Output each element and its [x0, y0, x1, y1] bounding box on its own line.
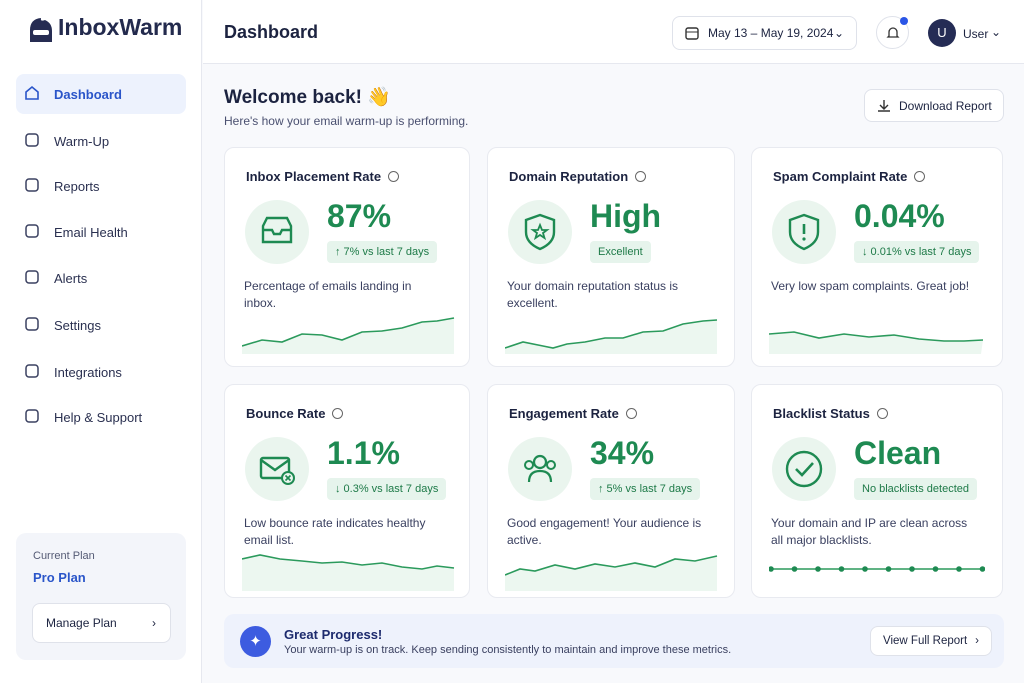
card-title-text: Domain Reputation: [509, 169, 629, 184]
metric-card: Blacklist Status Clean No blacklists detec…: [751, 384, 1003, 598]
sparkline: [504, 545, 721, 596]
card-icon: [245, 200, 309, 264]
card-value: 34%: [590, 435, 655, 471]
metric-card: Engagement Rate 34% ↑ 5% vs last 7 days Goo…: [487, 384, 735, 598]
nav-label: Help & Support: [54, 409, 143, 425]
card-badge: ↓ 0.3% vs last 7 days: [327, 478, 447, 500]
nav-label: Email Health: [54, 224, 128, 240]
card-value: 87%: [327, 198, 392, 234]
card-value: 0.04%: [854, 198, 945, 234]
nav-label: Dashboard: [54, 86, 122, 102]
card-title-text: Engagement Rate: [509, 406, 619, 421]
card-description: Percentage of emails landing in inbox.: [244, 279, 412, 310]
info-icon[interactable]: [876, 408, 888, 419]
card-icon: [772, 437, 836, 501]
page-title: Dashboard: [224, 22, 319, 42]
info-icon[interactable]: [332, 408, 344, 419]
metric-card: Domain Reputation High Excellent Your domai…: [487, 147, 735, 367]
card-icon: [508, 437, 572, 501]
nav-item[interactable]: Integrations: [16, 352, 186, 392]
user-name[interactable]: User: [963, 27, 989, 41]
header: Dashboard May 13 – May 19, 2024 ⌄ U User …: [203, 0, 1024, 64]
button-label: Download Report: [899, 98, 992, 113]
card-badge: ↑ 5% vs last 7 days: [590, 478, 701, 500]
info-icon[interactable]: [625, 408, 637, 419]
notifications-button[interactable]: [876, 16, 909, 49]
banner: ✦ Great Progress! Your warm-up is on tra…: [224, 614, 1004, 668]
brand-name: InboxWarm: [58, 14, 183, 41]
card-description: Low bounce rate indicates healthy email …: [244, 516, 426, 547]
card-description: Your domain and IP are clean across all …: [771, 516, 968, 547]
card-badge: No blacklists detected: [854, 478, 977, 500]
sparkline: [768, 308, 985, 359]
nav-item[interactable]: Dashboard: [16, 74, 186, 114]
card-title: Inbox Placement Rate: [246, 169, 400, 184]
nav-label: Warm-Up: [54, 133, 110, 149]
card-title-text: Blacklist Status: [773, 406, 870, 421]
avatar[interactable]: U: [928, 19, 956, 47]
button-label: View Full Report: [883, 635, 968, 647]
metric-card: Spam Complaint Rate 0.04% ↓ 0.01% vs last …: [751, 147, 1003, 367]
button-label: Manage Plan: [46, 616, 117, 630]
card-value: 1.1%: [327, 435, 400, 471]
manage-plan-button[interactable]: Manage Plan ›: [32, 603, 171, 643]
welcome-subtitle: Here's how your email warm-up is perform…: [224, 114, 469, 128]
date-picker[interactable]: May 13 – May 19, 2024 ⌄: [672, 16, 857, 50]
card-icon: [508, 200, 572, 264]
card-icon: [245, 437, 309, 501]
card-title: Domain Reputation: [509, 169, 647, 184]
card-badge: ↑ 7% vs last 7 days: [327, 241, 438, 263]
plan-box: Current Plan Pro Plan Manage Plan ›: [16, 533, 186, 660]
nav-label: Reports: [54, 178, 100, 194]
sparkline: [241, 308, 458, 359]
sparkline: [241, 545, 458, 596]
info-icon[interactable]: [914, 171, 926, 182]
card-title-text: Bounce Rate: [246, 406, 326, 421]
card-title: Blacklist Status: [773, 406, 888, 421]
sidebar: InboxWarm Current Plan Pro Plan Manage P…: [0, 0, 202, 683]
card-description: Good engagement! Your audience is active…: [507, 516, 702, 547]
nav-label: Alerts: [54, 270, 88, 286]
card-value: High: [590, 198, 662, 234]
nav-item[interactable]: Warm-Up: [16, 121, 186, 161]
brand[interactable]: InboxWarm: [26, 14, 182, 44]
sparkline: [768, 545, 986, 596]
nav-label: Integrations: [54, 364, 122, 380]
metric-card: Inbox Placement Rate 87% ↑ 7% vs last 7 da…: [224, 147, 470, 367]
sparkline: [504, 308, 721, 359]
plan-label: Current Plan: [33, 550, 95, 562]
info-icon[interactable]: [635, 171, 647, 182]
card-value: Clean: [854, 435, 942, 471]
card-badge: ↓ 0.01% vs last 7 days: [854, 241, 980, 263]
info-icon[interactable]: [388, 171, 400, 182]
nav-item[interactable]: Alerts: [16, 258, 186, 298]
card-title: Spam Complaint Rate: [773, 169, 926, 184]
card-title-text: Spam Complaint Rate: [773, 169, 908, 184]
metric-card: Bounce Rate 1.1% ↓ 0.3% vs last 7 days Low …: [224, 384, 470, 598]
view-full-report-button[interactable]: View Full Report ›: [870, 626, 992, 656]
date-range: May 13 – May 19, 2024: [708, 26, 834, 40]
banner-text: Your warm-up is on track. Keep sending c…: [284, 644, 732, 656]
plan-name: Pro Plan: [33, 570, 86, 585]
nav-item[interactable]: Settings: [16, 305, 186, 345]
welcome-title: Welcome back! 👋: [224, 87, 391, 108]
download-report-button[interactable]: Download Report: [864, 89, 1004, 122]
card-icon: [772, 200, 836, 264]
banner-title: Great Progress!: [284, 627, 383, 642]
card-description: Very low spam complaints. Great job!: [771, 279, 970, 293]
nav-item[interactable]: Email Health: [16, 212, 186, 252]
card-badge: Excellent: [590, 241, 651, 263]
card-title: Bounce Rate: [246, 406, 344, 421]
card-description: Your domain reputation status is excelle…: [507, 279, 678, 310]
nav-item[interactable]: Reports: [16, 166, 186, 206]
card-title: Engagement Rate: [509, 406, 637, 421]
card-title-text: Inbox Placement Rate: [246, 169, 382, 184]
nav-label: Settings: [54, 317, 101, 333]
nav-item[interactable]: Help & Support: [16, 397, 186, 437]
